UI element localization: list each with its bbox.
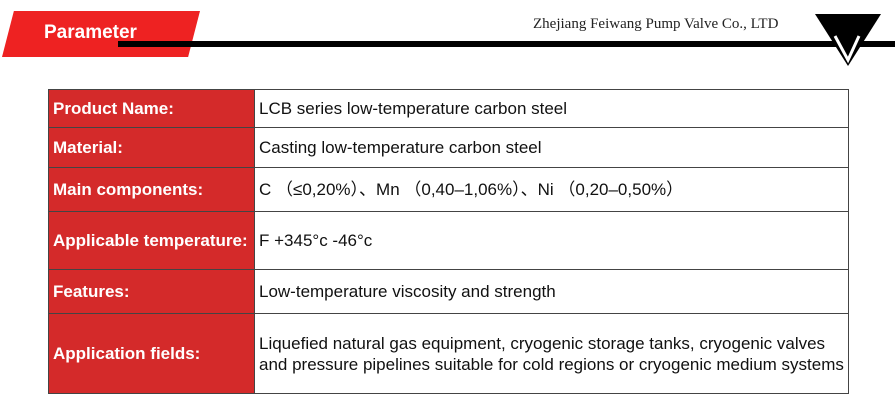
table-row: Features: Low-temperature viscosity and s…: [48, 269, 849, 314]
row-value: Low-temperature viscosity and strength: [254, 269, 849, 314]
row-label: Application fields:: [48, 313, 255, 394]
table-row: Application fields: Liquefied natural gas…: [48, 313, 849, 394]
row-label: Applicable temperature:: [48, 211, 255, 270]
row-value: F +345°c -46°c: [254, 211, 849, 270]
parameter-table: Product Name: LCB series low-temperature …: [48, 89, 849, 394]
row-value: C （≤0,20%）、Mn （0,40–1,06%）、Ni （0,20–0,50…: [254, 167, 849, 212]
v-triangle-logo-icon: [815, 14, 881, 66]
table-row: Material: Casting low-temperature carbon …: [48, 127, 849, 168]
row-value: LCB series low-temperature carbon steel: [254, 89, 849, 128]
section-title: Parameter: [44, 22, 137, 43]
header-divider: [118, 41, 895, 47]
row-label: Material:: [48, 127, 255, 168]
table-row: Applicable temperature: F +345°c -46°c: [48, 211, 849, 270]
section-badge: Parameter: [2, 11, 200, 57]
row-label: Features:: [48, 269, 255, 314]
table-row: Main components: C （≤0,20%）、Mn （0,40–1,06…: [48, 167, 849, 212]
row-value: Casting low-temperature carbon steel: [254, 127, 849, 168]
row-label: Main components:: [48, 167, 255, 212]
row-value: Liquefied natural gas equipment, cryogen…: [254, 313, 849, 394]
company-name: Zhejiang Feiwang Pump Valve Co., LTD: [533, 16, 779, 32]
table-row: Product Name: LCB series low-temperature …: [48, 89, 849, 128]
row-label: Product Name:: [48, 89, 255, 128]
